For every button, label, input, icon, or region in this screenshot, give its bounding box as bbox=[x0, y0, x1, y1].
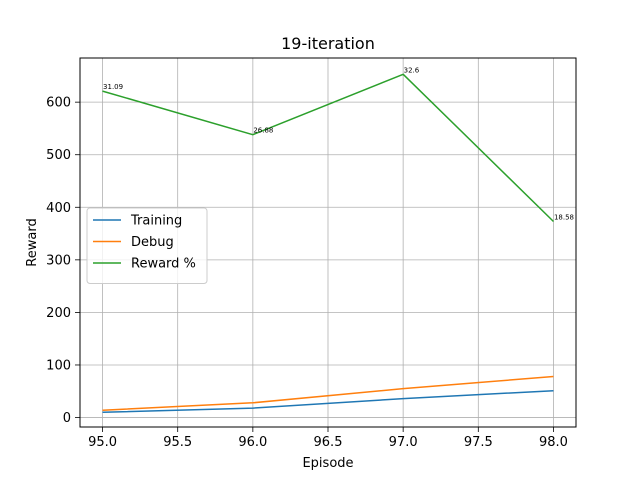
series-lines bbox=[102, 73, 555, 414]
data-labels: 31.09 26.88 32.6 18.58 bbox=[103, 66, 574, 221]
x-axis-label: Episode bbox=[302, 456, 353, 471]
grid bbox=[80, 58, 576, 427]
series-line-debug bbox=[102, 375, 554, 411]
x-tick-label: 95.5 bbox=[163, 435, 192, 450]
legend-label: Reward % bbox=[131, 257, 196, 272]
legend-label: Debug bbox=[131, 235, 174, 250]
series-line-reward bbox=[102, 73, 555, 223]
chart-title: 19-iteration bbox=[281, 34, 375, 53]
y-tick-label: 0 bbox=[63, 411, 71, 426]
y-axis-label: Reward bbox=[25, 218, 40, 266]
y-tick-label: 400 bbox=[46, 201, 71, 216]
x-tick-label: 97.5 bbox=[464, 435, 493, 450]
legend-label: Training bbox=[130, 214, 182, 229]
y-tick-label: 100 bbox=[46, 358, 71, 373]
x-tick-label: 97.0 bbox=[389, 435, 418, 450]
legend-box bbox=[86, 207, 208, 284]
y-tick-label: 300 bbox=[46, 253, 71, 268]
x-tick-label: 96.5 bbox=[314, 435, 343, 450]
data-label: 31.09 bbox=[103, 83, 123, 91]
data-label: 18.58 bbox=[554, 213, 574, 221]
legend: Training Debug Reward % bbox=[86, 207, 208, 284]
x-tick-label: 96.0 bbox=[238, 435, 267, 450]
data-label: 26.88 bbox=[253, 127, 273, 135]
series-line-training bbox=[102, 389, 554, 414]
y-tick-label: 200 bbox=[46, 306, 71, 321]
x-tick-label: 98.0 bbox=[539, 435, 568, 450]
x-tick-label: 95.0 bbox=[88, 435, 117, 450]
axis-ticks: 95.0 95.5 96.0 96.5 97.0 97.5 98.0 0 100 200 300 40… bbox=[46, 96, 568, 450]
data-label: 32.6 bbox=[404, 66, 420, 74]
y-tick-label: 600 bbox=[46, 96, 71, 111]
y-tick-label: 500 bbox=[46, 148, 71, 163]
